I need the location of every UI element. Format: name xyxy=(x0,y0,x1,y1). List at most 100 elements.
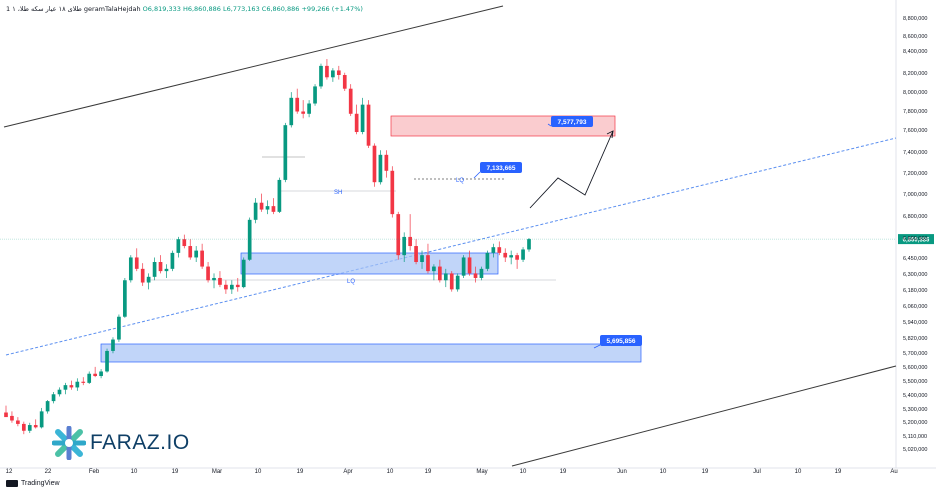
y-tick-label: 8,200,000 xyxy=(903,71,927,77)
candle-body xyxy=(27,425,32,431)
y-tick-label: 6,180,000 xyxy=(903,288,927,294)
candle-body xyxy=(331,70,335,78)
candle-body xyxy=(10,415,14,421)
x-tick-label: 10 xyxy=(660,469,667,475)
candle-body xyxy=(57,389,62,395)
candle-body xyxy=(146,276,151,283)
lq-low-label: LQ xyxy=(347,279,355,285)
y-tick-label: 5,400,000 xyxy=(903,393,927,399)
y-tick-label: 6,450,000 xyxy=(903,256,927,262)
candle-body xyxy=(206,266,210,281)
candle-body xyxy=(372,145,377,183)
y-tick-label: 5,600,000 xyxy=(903,365,927,371)
candle-body xyxy=(390,170,395,215)
y-tick-label: 5,110,000 xyxy=(903,434,927,440)
candle-body xyxy=(63,385,68,390)
candle-body xyxy=(93,373,97,377)
candle-body xyxy=(325,65,329,78)
candle-body xyxy=(87,373,92,383)
y-tick-label: 5,020,000 xyxy=(903,447,927,453)
candle-body xyxy=(277,179,282,212)
level-label-box[interactable] xyxy=(480,162,522,173)
candle-body xyxy=(224,284,228,290)
header-open: O6,819,333 xyxy=(142,5,181,13)
candle-body xyxy=(182,239,187,247)
level-label-1: 7,133,665 xyxy=(487,165,516,172)
candle-body xyxy=(164,268,169,272)
x-tick-label: Jun xyxy=(617,469,627,475)
candle-body xyxy=(449,273,454,290)
candle-body xyxy=(521,249,525,260)
header-interval: 1 xyxy=(6,5,11,13)
candle-body xyxy=(402,236,407,256)
x-tick-label: 10 xyxy=(387,469,394,475)
y-tick-label: 7,000,000 xyxy=(903,192,927,198)
candle-body xyxy=(378,154,383,183)
candle-body xyxy=(426,255,430,272)
header-title: ۱ ،ﻃﻼی ۱۸ عیار ﺳﮑﻪ ﻃﻼ xyxy=(12,5,82,13)
candle-body xyxy=(414,246,418,263)
candle-body xyxy=(247,219,252,260)
x-tick-label: May xyxy=(476,469,487,475)
candle-body xyxy=(259,202,264,210)
lower-demand-zone[interactable] xyxy=(100,343,642,363)
candle-body xyxy=(229,284,234,290)
candle-body xyxy=(152,262,157,277)
candle-body xyxy=(176,239,181,253)
channel-mid-dashed-line[interactable] xyxy=(5,137,897,356)
x-tick-label: Au xyxy=(890,469,897,475)
level-label-2: 5,695,856 xyxy=(607,338,636,345)
candle-body xyxy=(443,273,448,281)
candle-body xyxy=(342,75,347,89)
header-close: C6,860,886 xyxy=(261,5,300,13)
y-tick-label: 5,700,000 xyxy=(903,351,927,357)
candle-body xyxy=(438,266,442,281)
x-tick-label: 19 xyxy=(560,469,567,475)
x-tick-label: Feb xyxy=(89,469,100,475)
candle-body xyxy=(75,381,80,388)
channel-lower-line[interactable] xyxy=(511,365,897,467)
projection-arrowhead xyxy=(606,130,614,139)
channel-upper-line[interactable] xyxy=(3,5,504,128)
y-tick-label: 6,600,000 xyxy=(903,236,927,242)
candle-body xyxy=(4,412,8,418)
candle-body xyxy=(420,255,424,263)
tradingview-logo[interactable]: TradingView xyxy=(6,480,60,487)
x-tick-label: 19 xyxy=(425,469,432,475)
candle-body xyxy=(241,259,246,288)
watermark-text: FARAZ.IO xyxy=(90,431,190,454)
faraz-logo-icon xyxy=(52,426,86,460)
candle-body xyxy=(354,113,359,133)
y-tick-label: 5,500,000 xyxy=(903,379,927,385)
x-tick-label: 10 xyxy=(795,469,802,475)
level-label-box[interactable] xyxy=(600,335,642,346)
x-tick-label: 19 xyxy=(835,469,842,475)
projection-path[interactable] xyxy=(529,130,614,209)
x-tick-label: 22 xyxy=(45,469,52,475)
demand-zone[interactable] xyxy=(240,252,499,275)
candle-body xyxy=(313,86,317,104)
candle-body xyxy=(134,257,139,269)
y-tick-label: 5,940,000 xyxy=(903,320,927,326)
level-label-0: 7,577,793 xyxy=(558,119,587,126)
candle-body xyxy=(289,97,294,126)
lq-high-label: LQ xyxy=(456,178,464,184)
candle-body xyxy=(485,252,490,269)
candle-body xyxy=(253,202,258,220)
candle-body xyxy=(319,65,323,87)
x-tick-label: 19 xyxy=(702,469,709,475)
candle-body xyxy=(271,206,276,212)
x-tick-label: Mar xyxy=(212,469,222,475)
candle-body xyxy=(366,104,371,146)
y-tick-label: 8,600,000 xyxy=(903,34,927,40)
candle-body xyxy=(212,277,216,281)
candle-body xyxy=(39,411,44,428)
level-label-box[interactable] xyxy=(551,116,593,127)
chart-header: 1 ۱ ،ﻃﻼی ۱۸ عیار ﺳﮑﻪ ﻃﻼ geramTalaHejdah … xyxy=(6,5,363,13)
faraz-watermark: FARAZ.IO xyxy=(52,426,190,460)
candle-body xyxy=(348,88,353,114)
candle-body xyxy=(235,284,240,288)
y-tick-label: 7,400,000 xyxy=(903,150,927,156)
last-price-label: 6,860,886 xyxy=(903,238,930,244)
